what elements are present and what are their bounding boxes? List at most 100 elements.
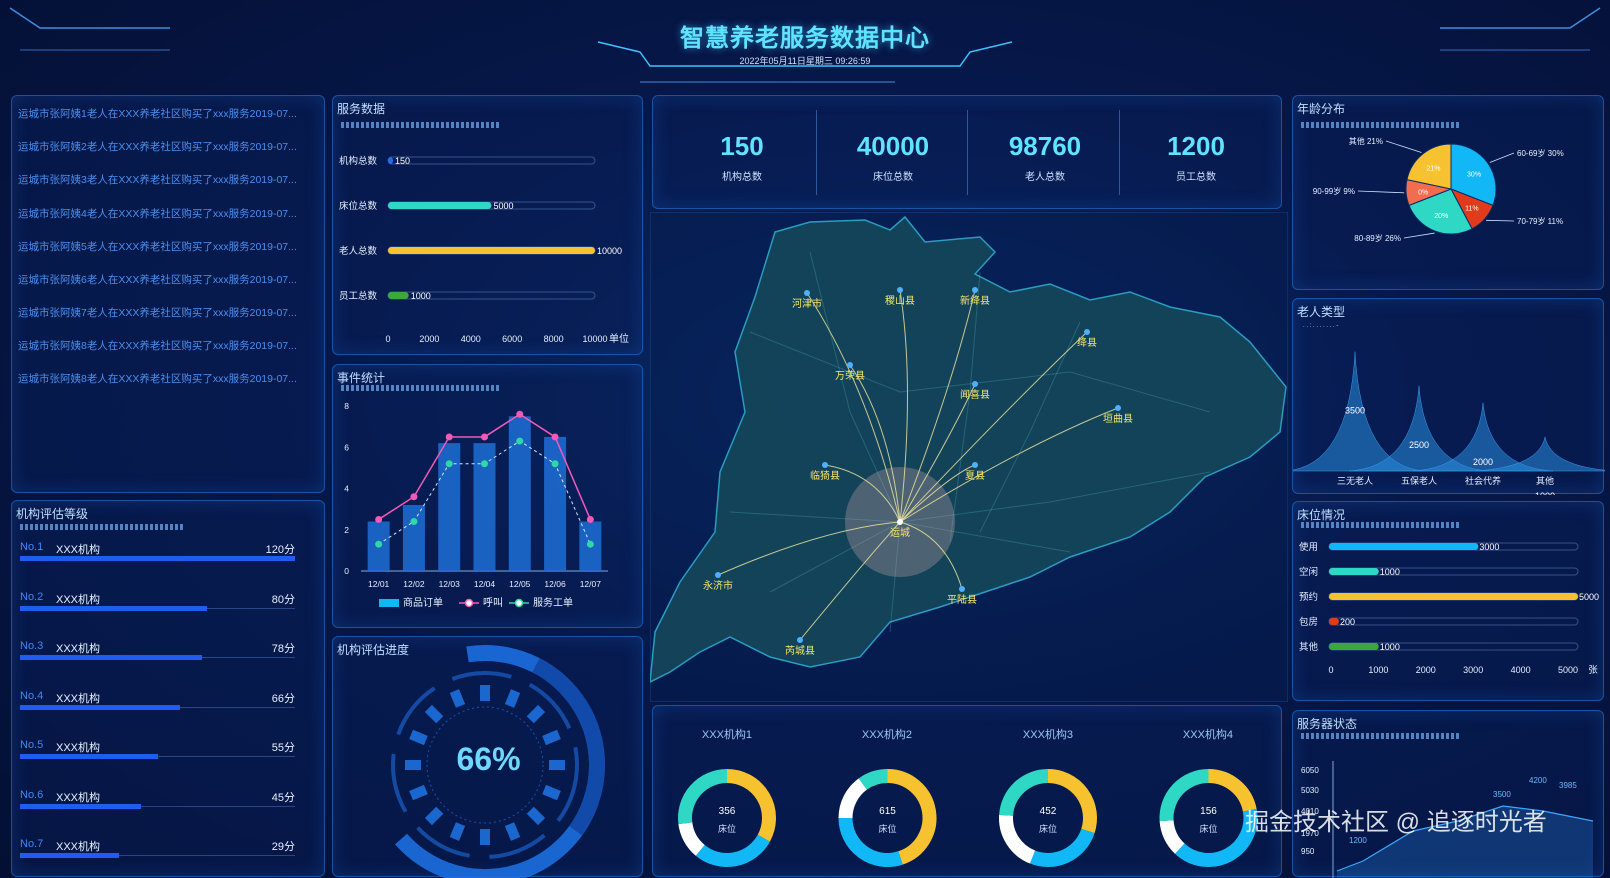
rank-number: No.2 bbox=[20, 590, 44, 603]
kpi-bed-count: 40000 床位总数 bbox=[818, 131, 968, 183]
feed-item[interactable]: 运城市张阿姨5老人在XXX养老社区购买了xxx服务2019-07... bbox=[18, 241, 297, 253]
data-label: 3500 bbox=[1493, 790, 1511, 799]
panel-title: 事件统计 bbox=[337, 371, 386, 385]
pie-leader bbox=[1489, 152, 1515, 163]
x-tick-label: 社会代养 bbox=[1465, 475, 1501, 486]
gauge-tick bbox=[409, 784, 428, 801]
data-point bbox=[445, 460, 453, 468]
ranking-row[interactable]: No.6 XXX机构 45分 bbox=[20, 789, 295, 819]
map-marker bbox=[972, 287, 978, 293]
gauge-mid-ring bbox=[391, 671, 579, 859]
bar-label: 老人总数 bbox=[339, 245, 378, 257]
decor-text: . . : . . . . . . . - bbox=[1303, 323, 1338, 329]
kpi-label: 老人总数 bbox=[1025, 172, 1065, 183]
bed-bar-chart: 使用 3000 空闲 1000 预约 5000 包房 200 其他 1000 0 1000 2000 30… bbox=[1299, 541, 1599, 676]
x-tick-label: 其他 bbox=[1536, 475, 1554, 486]
kpi-staff-count: 1200 员工总数 bbox=[1121, 131, 1271, 183]
data-point bbox=[516, 410, 524, 418]
map-center-label: 运城 bbox=[890, 527, 910, 539]
map-marker bbox=[959, 586, 965, 592]
y-tick-label: 6 bbox=[344, 442, 349, 452]
donut-segment bbox=[678, 821, 705, 856]
ranking-row[interactable]: No.5 XXX机构 55分 bbox=[20, 739, 295, 769]
rank-number: No.7 bbox=[20, 838, 44, 850]
donut-segment bbox=[999, 814, 1036, 864]
bar-label: 其他 bbox=[1299, 641, 1319, 653]
feed-item[interactable]: 运城市张阿姨3老人在XXX养老社区购买了xxx服务2019-07... bbox=[18, 174, 297, 186]
map-marker bbox=[1084, 329, 1090, 335]
x-tick-label: 三无老人 bbox=[1337, 475, 1373, 486]
panel-title: 老人类型 bbox=[1297, 305, 1346, 319]
gauge-tick bbox=[526, 806, 546, 826]
ranking-row[interactable]: No.4 XXX机构 66分 bbox=[20, 690, 295, 720]
y-tick-label: 0 bbox=[344, 566, 349, 576]
pie-inner-label: 21% bbox=[1426, 165, 1440, 172]
y-tick-label: 4 bbox=[344, 484, 349, 494]
axis-unit-label: 单位 bbox=[609, 332, 629, 345]
x-tick-label: 8000 bbox=[544, 334, 564, 344]
data-label: 3985 bbox=[1559, 781, 1577, 790]
donut-value: 452 bbox=[1040, 806, 1057, 817]
map-place-label: 新绛县 bbox=[960, 294, 990, 307]
map-place-label: 闻喜县 bbox=[960, 388, 990, 401]
flight-line bbox=[824, 464, 901, 523]
donut-segment bbox=[726, 769, 776, 842]
ranking-row[interactable]: No.1 XXX机构 120分 bbox=[20, 541, 295, 571]
bar-value-label: 1000 bbox=[411, 291, 431, 301]
event-combo-chart: 0 2 4 6 8 12/01 12/02 12/03 12/04 12/05 12/06 12/07… bbox=[344, 401, 608, 609]
bar bbox=[1329, 593, 1578, 600]
bar-label: 床位总数 bbox=[339, 200, 378, 212]
pie-label: 80-89岁 26% bbox=[1354, 233, 1401, 243]
gauge-tick bbox=[504, 689, 521, 708]
rank-org-name: XXX机构 bbox=[56, 692, 101, 705]
y-tick-label: 950 bbox=[1301, 847, 1315, 856]
bar-value-label: 1000 bbox=[1380, 567, 1400, 577]
data-point bbox=[410, 493, 418, 501]
peak-value-label: 2500 bbox=[1409, 440, 1429, 450]
org-name: XXX机构4 bbox=[1182, 729, 1234, 741]
elder-type-chart: . . : . . . . . . . - 3500 三无老人 2500 五保老人 200… bbox=[1293, 323, 1605, 495]
map-place-label: 垣曲县 bbox=[1103, 413, 1133, 425]
region-shape bbox=[650, 215, 1287, 683]
bar-label: 员工总数 bbox=[339, 290, 378, 302]
map-marker bbox=[847, 362, 853, 368]
ranking-row[interactable]: No.3 XXX机构 78分 bbox=[20, 640, 295, 670]
rank-org-name: XXX机构 bbox=[56, 791, 101, 804]
feed-item[interactable]: 运城市张阿姨8老人在XXX养老社区购买了xxx服务2019-07... bbox=[18, 340, 297, 352]
map-marker bbox=[897, 287, 903, 293]
axis-unit-label: 张 bbox=[1588, 665, 1598, 676]
data-point bbox=[445, 433, 453, 441]
donut-unit: 床位 bbox=[718, 823, 736, 834]
ranking-row[interactable]: No.2 XXX机构 80分 bbox=[20, 591, 295, 621]
feed-item[interactable]: 运城市张阿姨1老人在XXX养老社区购买了xxx服务2019-07... bbox=[18, 108, 297, 120]
divider bbox=[816, 110, 817, 195]
data-point bbox=[410, 518, 418, 525]
age-distribution-panel: 年龄分布 30% 60-69岁 30% 11% 70-79岁 11% 20% 80-89岁… bbox=[1292, 95, 1604, 290]
age-pie-chart: 30% 60-69岁 30% 11% 70-79岁 11% 20% 80-89岁 26% 0… bbox=[1313, 136, 1564, 243]
feed-item[interactable]: 运城市张阿姨6老人在XXX养老社区购买了xxx服务2019-07... bbox=[18, 274, 297, 286]
bar-value-label: 10000 bbox=[597, 246, 622, 256]
x-tick-label: 12/07 bbox=[580, 579, 602, 589]
pie-label: 其他 21% bbox=[1349, 136, 1383, 146]
watermark-text: 掘金技术社区 @ 追逐时光者 bbox=[1245, 809, 1547, 836]
feed-item[interactable]: 运城市张阿姨7老人在XXX养老社区购买了xxx服务2019-07... bbox=[18, 307, 297, 319]
rank-bar bbox=[20, 556, 295, 561]
feed-item[interactable]: 运城市张阿姨8老人在XXX养老社区购买了xxx服务2019-07... bbox=[18, 373, 297, 385]
pie-inner-label: 20% bbox=[1434, 213, 1448, 220]
kpi-label: 床位总数 bbox=[873, 172, 913, 183]
map-marker bbox=[804, 290, 810, 296]
panel-title: 服务数据 bbox=[337, 102, 386, 116]
rank-number: No.3 bbox=[20, 640, 44, 652]
flight-line bbox=[899, 521, 963, 590]
feed-item[interactable]: 运城市张阿姨4老人在XXX养老社区购买了xxx服务2019-07... bbox=[18, 208, 297, 220]
bar bbox=[388, 157, 393, 164]
bar bbox=[1329, 568, 1379, 575]
bar bbox=[1329, 543, 1479, 550]
data-point bbox=[481, 433, 488, 441]
ranking-row[interactable]: No.7 XXX机构 29分 bbox=[20, 838, 295, 868]
pie-inner-label: 0% bbox=[1418, 189, 1428, 196]
bar bbox=[1329, 618, 1339, 625]
feed-item[interactable]: 运城市张阿姨2老人在XXX养老社区购买了xxx服务2019-07... bbox=[18, 141, 297, 153]
